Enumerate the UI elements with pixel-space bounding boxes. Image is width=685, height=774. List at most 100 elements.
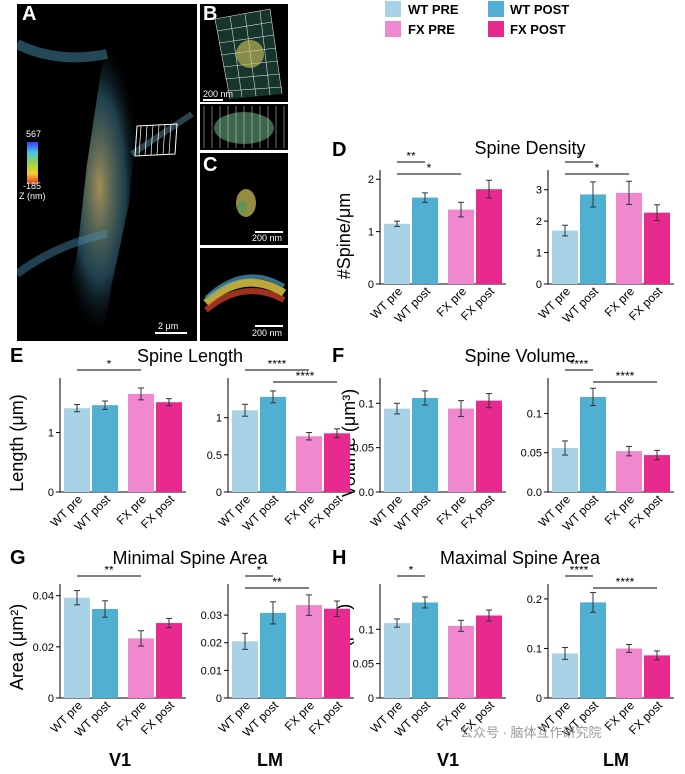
bar-fx-post <box>156 402 182 492</box>
legend-label-fx-pre: FX PRE <box>408 22 455 37</box>
significance-label: * <box>257 566 262 577</box>
bar-wt-post <box>580 396 606 492</box>
y-tick-label: 0 <box>216 693 222 705</box>
panel-label-a: A <box>22 3 37 25</box>
microscopy-panel-b-bottom <box>200 104 288 150</box>
bar-wt-post <box>412 602 438 698</box>
bar-wt-post <box>260 396 286 492</box>
bar-fx-pre <box>296 436 322 492</box>
panel-label-c: C <box>203 154 218 176</box>
y-tick-label: 0.02 <box>201 638 222 650</box>
bar-wt-post <box>412 397 438 492</box>
region-label-lm-h: LM <box>603 750 629 770</box>
title-spine-volume: Spine Volume <box>464 346 576 366</box>
title-spine-length: Spine Length <box>136 346 244 366</box>
colorbar-max-label: 567 <box>26 129 42 139</box>
microscopy-panel-a <box>17 4 197 341</box>
bar-wt-post <box>580 602 606 698</box>
panel-label-h: H <box>332 547 347 569</box>
y-tick-label: 0.02 <box>33 642 54 654</box>
significance-label: * <box>595 161 600 175</box>
y-tick-label: 0.0 <box>527 487 542 499</box>
y-tick-label: 0.5 <box>207 450 222 462</box>
significance-label: **** <box>570 360 589 371</box>
y-tick-label: 0 <box>216 487 222 499</box>
bar-wt-post <box>260 612 286 698</box>
bar-fx-post <box>476 400 502 492</box>
y-tick-label: 0 <box>368 279 374 291</box>
y-tick-label: 0 <box>368 693 374 705</box>
y-tick-label: 0.1 <box>527 408 542 420</box>
y-tick-label: 0 <box>536 693 542 705</box>
significance-label: **** <box>268 360 287 371</box>
scale-bar-b <box>203 99 223 101</box>
significance-label: **** <box>616 369 635 383</box>
y-tick-label: 0.05 <box>353 443 374 455</box>
y-tick-label: 0 <box>48 693 54 705</box>
panel-label-f: F <box>332 345 345 367</box>
bar-wt-pre <box>64 597 90 698</box>
bar-fx-post <box>476 189 502 284</box>
legend-swatch-fx-pre <box>385 21 401 37</box>
scale-bar-c1-label: 200 nm <box>252 233 283 243</box>
bar-fx-pre <box>128 638 154 698</box>
significance-label: * <box>577 152 582 163</box>
y-tick-label: 0.05 <box>521 448 542 460</box>
scale-bar-b-label: 200 nm <box>203 89 234 99</box>
bar-wt-pre <box>384 623 410 698</box>
colorbar-unit-label: Z (nm) <box>19 191 46 201</box>
y-tick-label: 0.1 <box>359 398 374 410</box>
panel-label-d: D <box>332 139 347 161</box>
bar-wt-post <box>92 608 118 698</box>
microscopy-panel-b-top <box>200 4 288 102</box>
bar-fx-post <box>476 615 502 698</box>
bar-fx-pre <box>616 648 642 698</box>
title-spine-density: Spine Density <box>474 138 586 158</box>
colorbar-min-label: -185 <box>23 181 42 191</box>
colorbar <box>27 142 38 184</box>
bar-fx-pre <box>296 605 322 698</box>
y-tick-label: 0.05 <box>353 659 374 671</box>
bar-wt-post <box>92 405 118 492</box>
bar-fx-pre <box>448 209 474 284</box>
bar-fx-post <box>324 608 350 698</box>
bar-fx-post <box>644 212 670 284</box>
scale-bar-c2-label: 200 nm <box>252 328 283 338</box>
region-label-v1-h: V1 <box>436 750 460 770</box>
bar-fx-pre <box>448 408 474 492</box>
microscopy-panel-c-top <box>200 153 288 245</box>
bar-wt-pre <box>232 641 258 698</box>
bar-wt-post <box>412 197 438 284</box>
spine-mesh-image <box>214 8 283 100</box>
bar-wt-pre <box>64 408 90 492</box>
y-tick-label: 0.0 <box>359 487 374 499</box>
significance-label: ** <box>272 575 282 589</box>
bar-fx-pre <box>616 192 642 284</box>
significance-label: **** <box>616 575 635 589</box>
scale-bar-a <box>155 332 187 334</box>
legend-swatch-wt-post <box>488 1 504 17</box>
region-label-v1: V1 <box>108 750 132 770</box>
scale-bar-a-label: 2 μm <box>158 321 179 331</box>
legend-label-fx-post: FX POST <box>510 22 566 37</box>
legend-swatch-fx-post <box>488 21 504 37</box>
scale-bar-c2 <box>255 325 283 327</box>
significance-label: ** <box>406 152 416 163</box>
y-tick-label: 0.01 <box>201 665 222 677</box>
y-tick-label: 1 <box>48 428 54 440</box>
bar-wt-post <box>580 194 606 284</box>
bar-wt-pre <box>384 223 410 284</box>
bar-wt-pre <box>552 653 578 698</box>
panel-label-e: E <box>10 345 24 367</box>
bar-fx-pre <box>616 451 642 492</box>
y-tick-label: 0.04 <box>33 591 54 603</box>
bar-fx-pre <box>448 625 474 698</box>
y-tick-label: 1 <box>216 413 222 425</box>
